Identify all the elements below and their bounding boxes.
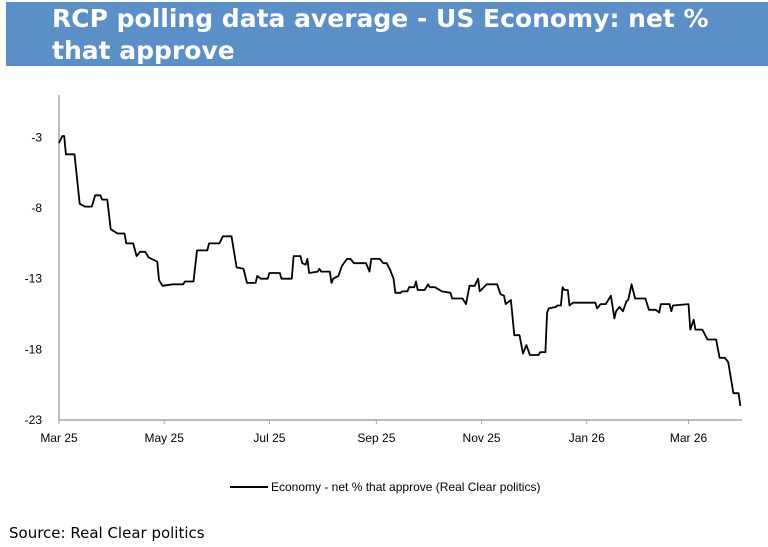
series-group — [58, 135, 742, 407]
x-tick-label: Jul 25 — [253, 431, 285, 445]
x-tick-label: Mar 25 — [40, 431, 78, 445]
series-line — [58, 135, 742, 407]
legend-swatch — [230, 486, 268, 488]
legend: Economy - net % that approve (Real Clear… — [230, 479, 540, 495]
y-tick-label: -23 — [25, 413, 43, 427]
source-note: Source: Real Clear politics — [9, 524, 205, 542]
y-tick-label: -13 — [25, 272, 43, 286]
y-tick-label: -8 — [31, 201, 42, 215]
x-tick-label: Mar 26 — [670, 431, 708, 445]
axes: -3 -8 -13 -18 -23 Mar 25 May 25 Jul 25 Sep 25 Nov… — [25, 95, 742, 445]
y-tick-label: -18 — [25, 342, 43, 356]
x-tick-label: Sep 25 — [357, 431, 395, 445]
legend-label: Economy - net % that approve (Real Clear… — [271, 480, 541, 494]
title-banner: RCP polling data average - US Economy: n… — [6, 2, 768, 66]
x-tick-label: Jan 26 — [569, 431, 605, 445]
chart-title: RCP polling data average - US Economy: n… — [52, 4, 709, 65]
x-tick-label: Nov 25 — [463, 431, 501, 445]
x-tick-label: May 25 — [145, 431, 185, 445]
y-tick-label: -3 — [31, 130, 42, 144]
